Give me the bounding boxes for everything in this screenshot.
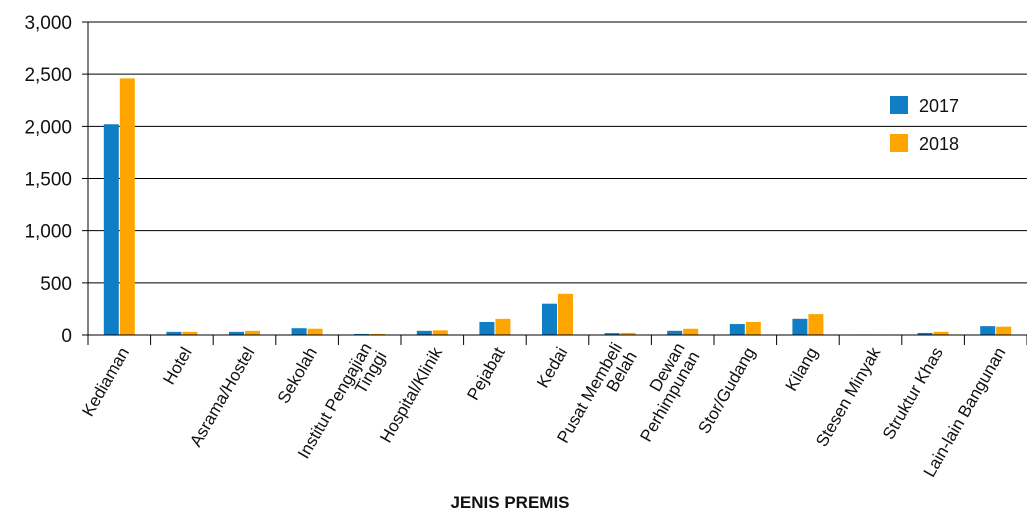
bar-2017 [667, 330, 683, 335]
x-tick-label: Kedai [533, 344, 571, 391]
bar-2017 [980, 326, 996, 335]
x-tick-label-line: Kilang [782, 344, 822, 394]
y-tick-label: 2,500 [24, 65, 72, 86]
bar-2017 [604, 333, 620, 335]
y-tick-label: 1,000 [24, 222, 72, 243]
bar-2017 [416, 330, 432, 335]
bar-2017 [166, 331, 182, 335]
bar-2017 [103, 124, 119, 335]
bar-2018 [558, 293, 573, 335]
x-tick-label-line: Stesen Minyak [812, 344, 884, 450]
bar-2018 [119, 78, 135, 335]
bar-2018 [432, 330, 448, 335]
y-tick-label: 500 [40, 274, 72, 295]
x-tick-label-line: Hotel [159, 344, 195, 388]
x-tick-label-line: Kedai [533, 344, 571, 391]
bar-2018 [182, 331, 198, 335]
bar-2018 [996, 326, 1012, 335]
bar-2018 [683, 328, 699, 335]
y-tick-label: 1,500 [24, 170, 72, 191]
y-tick-label: 2,000 [24, 117, 72, 138]
bar-2018 [933, 331, 949, 335]
gridlines [82, 21, 1027, 336]
x-tick-label: Stesen Minyak [812, 344, 884, 450]
x-tick-label: Stor/Gudang [694, 344, 759, 437]
x-tick-label: Kilang [782, 344, 822, 394]
x-tick-label-line: Struktur Khas [879, 344, 947, 443]
x-tick-label: Hotel [159, 344, 195, 388]
x-tick-label: Kediaman [78, 344, 133, 420]
bar-2018 [620, 332, 636, 335]
bar-2017 [479, 321, 495, 335]
bar-2018 [307, 328, 323, 335]
bar-2018 [745, 321, 761, 335]
legend-swatch-2017 [890, 96, 908, 114]
x-tick-label-line: Sekolah [274, 344, 321, 407]
bar-2018 [245, 330, 260, 335]
legend-label-2018: 2018 [919, 134, 959, 154]
legend-swatch-2018 [890, 134, 908, 152]
y-tick-label: 3,000 [24, 13, 72, 34]
bar-2018 [495, 318, 511, 335]
bar-2017 [917, 332, 933, 335]
x-tick-label-line: Stor/Gudang [694, 344, 759, 437]
y-tick-label: 0 [61, 326, 72, 347]
x-tick-label-line: Kediaman [78, 344, 133, 420]
bar-2017 [542, 303, 557, 335]
legend-label-2017: 2017 [919, 96, 959, 116]
bar-2018 [370, 333, 386, 335]
x-axis-title: JENIS PREMIS [450, 493, 569, 512]
bar-2017 [792, 318, 808, 335]
x-tick-label: Asrama/Hostel [186, 344, 258, 450]
bar-2017 [354, 333, 370, 335]
bar-2017 [729, 324, 745, 335]
bars-group [103, 78, 1012, 335]
bar-2017 [229, 331, 244, 335]
y-axis: 0 500 1,000 1,500 2,000 2,500 3,000 [24, 13, 89, 347]
x-tick-label-line: Asrama/Hostel [186, 344, 258, 450]
legend: 2017 2018 [890, 96, 959, 154]
x-tick-label: Pejabat [463, 344, 508, 404]
bar-2018 [808, 314, 824, 335]
x-tick-label: Sekolah [274, 344, 321, 407]
x-tick-label-line: Pejabat [463, 344, 508, 404]
bar-2017 [291, 328, 307, 335]
x-tick-label: Struktur Khas [879, 344, 947, 443]
